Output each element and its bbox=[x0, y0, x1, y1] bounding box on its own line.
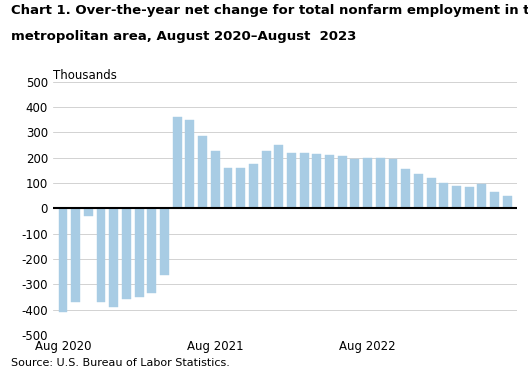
Bar bbox=[503, 196, 512, 208]
Bar bbox=[414, 174, 423, 208]
Text: metropolitan area, August 2020–August  2023: metropolitan area, August 2020–August 20… bbox=[11, 30, 356, 43]
Bar bbox=[198, 136, 207, 208]
Bar bbox=[249, 164, 258, 208]
Bar bbox=[173, 117, 182, 208]
Bar bbox=[211, 151, 220, 208]
Bar bbox=[490, 192, 499, 208]
Bar bbox=[389, 159, 398, 208]
Bar bbox=[84, 208, 93, 216]
Bar bbox=[122, 208, 131, 299]
Bar bbox=[262, 151, 270, 208]
Bar bbox=[275, 145, 283, 208]
Bar bbox=[477, 184, 486, 208]
Bar bbox=[376, 158, 385, 208]
Bar bbox=[338, 157, 347, 208]
Bar bbox=[427, 178, 436, 208]
Bar bbox=[401, 169, 410, 208]
Bar bbox=[71, 208, 80, 302]
Bar bbox=[97, 208, 106, 302]
Bar bbox=[465, 187, 474, 208]
Bar bbox=[160, 208, 169, 275]
Bar bbox=[59, 208, 68, 312]
Bar bbox=[147, 208, 156, 293]
Bar bbox=[236, 168, 245, 208]
Bar bbox=[223, 168, 232, 208]
Bar bbox=[300, 153, 308, 208]
Bar bbox=[135, 208, 144, 297]
Bar bbox=[452, 186, 461, 208]
Bar bbox=[363, 158, 372, 208]
Bar bbox=[313, 154, 322, 208]
Bar bbox=[351, 159, 360, 208]
Bar bbox=[287, 153, 296, 208]
Text: Chart 1. Over-the-year net change for total nonfarm employment in the Chicago: Chart 1. Over-the-year net change for to… bbox=[11, 4, 528, 17]
Bar bbox=[185, 120, 194, 208]
Bar bbox=[325, 155, 334, 208]
Text: Source: U.S. Bureau of Labor Statistics.: Source: U.S. Bureau of Labor Statistics. bbox=[11, 358, 230, 368]
Bar bbox=[109, 208, 118, 307]
Bar bbox=[439, 183, 448, 208]
Text: Thousands: Thousands bbox=[53, 69, 117, 82]
